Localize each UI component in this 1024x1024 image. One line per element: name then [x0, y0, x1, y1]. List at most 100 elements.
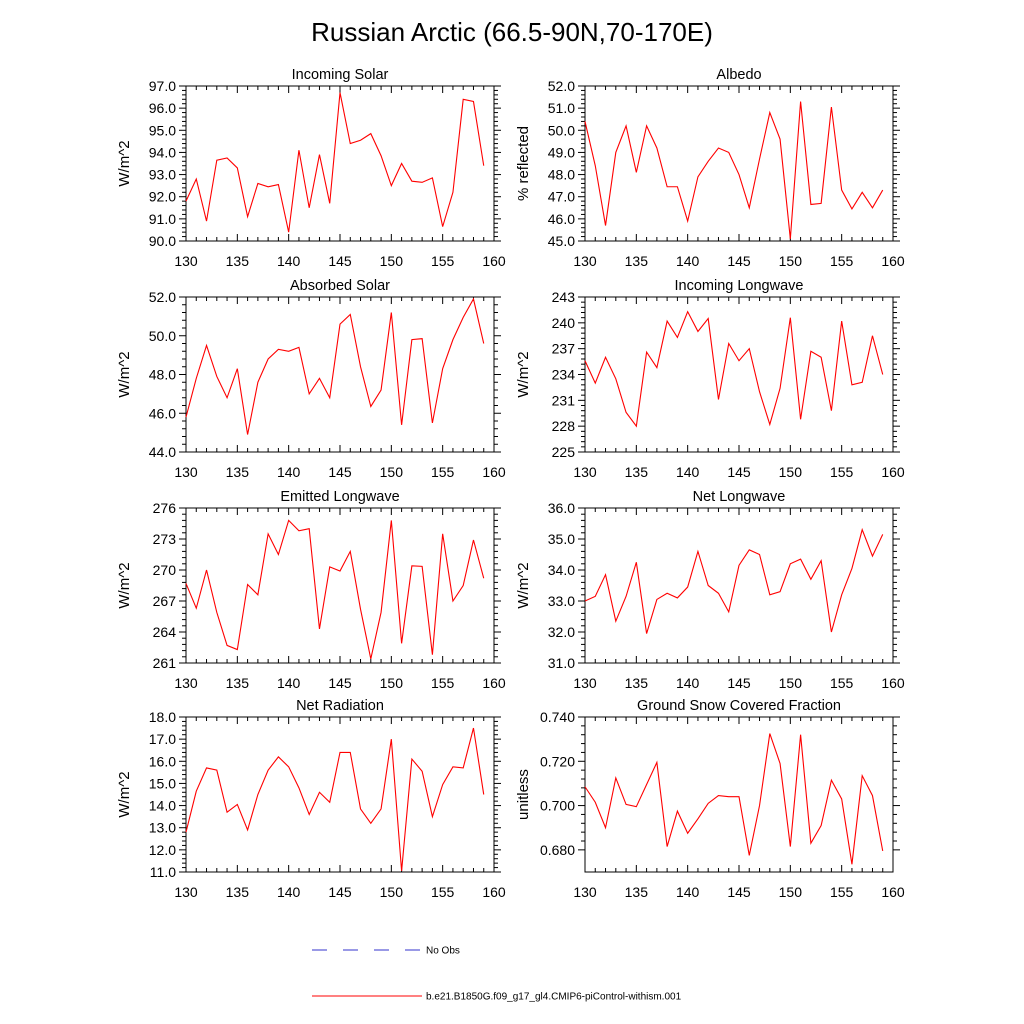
y-axis-label: unitless [515, 769, 532, 820]
y-tick-label: 50.0 [548, 122, 575, 138]
series-line [584, 310, 884, 428]
y-tick-label: 35.0 [548, 531, 575, 547]
x-tick-label: 130 [174, 675, 198, 691]
legend-label: b.e21.B1850G.f09_g17_gl4.CMIP6-piControl… [426, 992, 682, 1003]
y-tick-label: 18.0 [149, 709, 176, 725]
y-tick-label: 36.0 [548, 500, 575, 516]
x-tick-label: 150 [380, 464, 404, 480]
x-tick-label: 160 [881, 675, 905, 691]
y-tick-label: 0.740 [540, 709, 575, 725]
series-line [185, 519, 485, 659]
y-tick-label: 237 [552, 341, 576, 357]
y-tick-label: 48.0 [149, 367, 176, 383]
y-tick-label: 267 [153, 593, 177, 609]
x-tick-label: 130 [174, 253, 198, 269]
y-tick-label: 47.0 [548, 189, 575, 205]
plot-frame [584, 296, 894, 453]
y-tick-label: 13.0 [149, 820, 176, 836]
y-axis-label: W/m^2 [116, 140, 133, 186]
panel-title: Incoming Longwave [675, 278, 804, 294]
x-tick-label: 130 [573, 464, 597, 480]
y-tick-label: 240 [552, 315, 576, 331]
x-tick-label: 140 [277, 464, 301, 480]
x-tick-label: 145 [328, 884, 352, 900]
x-tick-label: 160 [482, 253, 506, 269]
x-tick-label: 135 [226, 675, 250, 691]
figure-title: Russian Arctic (66.5-90N,70-170E) [311, 17, 713, 47]
x-tick-label: 145 [727, 884, 751, 900]
x-tick-label: 130 [174, 884, 198, 900]
y-tick-label: 48.0 [548, 167, 575, 183]
x-tick-label: 135 [226, 253, 250, 269]
x-tick-label: 140 [676, 464, 700, 480]
panel-title: Emitted Longwave [280, 489, 399, 505]
y-tick-label: 15.0 [149, 775, 176, 791]
y-axis-label: W/m^2 [116, 562, 133, 608]
y-tick-label: 97.0 [149, 78, 176, 94]
panel-net-radiation: Net Radiation W/m^2 130 135 140 145 150 155 160 1… [116, 698, 506, 900]
x-tick-label: 145 [727, 464, 751, 480]
legend-item-model-run: b.e21.B1850G.f09_g17_gl4.CMIP6-piControl… [312, 992, 682, 1003]
x-tick-label: 145 [727, 675, 751, 691]
series-line [185, 297, 485, 435]
y-tick-label: 52.0 [149, 289, 176, 305]
panel-title: Net Radiation [296, 698, 384, 714]
plot-frame [185, 716, 495, 873]
panel-emitted-longwave: Emitted Longwave W/m^2 130 135 140 145 150 155 1… [116, 489, 506, 691]
panel-title: Incoming Solar [292, 67, 389, 83]
y-tick-label: 11.0 [150, 864, 176, 880]
y-tick-label: 96.0 [149, 100, 176, 116]
x-tick-label: 160 [482, 675, 506, 691]
y-tick-label: 16.0 [149, 753, 176, 769]
series-line [185, 92, 485, 233]
plot-frame [185, 296, 495, 453]
series-line [185, 727, 485, 871]
panel-title: Ground Snow Covered Fraction [637, 698, 841, 714]
y-tick-label: 0.680 [540, 842, 575, 858]
plot-frame [584, 507, 894, 664]
y-tick-label: 231 [552, 392, 576, 408]
y-tick-label: 234 [552, 367, 576, 383]
x-tick-label: 130 [573, 884, 597, 900]
y-axis-label: W/m^2 [116, 771, 133, 817]
y-tick-label: 92.0 [149, 189, 176, 205]
y-tick-label: 91.0 [149, 211, 176, 227]
x-tick-label: 130 [174, 464, 198, 480]
y-tick-label: 51.0 [548, 100, 575, 116]
panel-ground-snow-covered-fraction: Ground Snow Covered Fraction unitless 130 1… [515, 698, 905, 900]
x-tick-label: 155 [830, 675, 854, 691]
x-tick-label: 155 [830, 253, 854, 269]
x-tick-label: 150 [380, 253, 404, 269]
x-tick-label: 135 [625, 253, 649, 269]
x-tick-label: 155 [431, 675, 455, 691]
x-tick-label: 150 [779, 464, 803, 480]
y-tick-label: 0.720 [540, 753, 575, 769]
y-tick-label: 33.0 [548, 593, 575, 609]
y-tick-label: 228 [552, 418, 576, 434]
y-tick-label: 12.0 [149, 842, 176, 858]
legend-label: No Obs [426, 946, 460, 957]
y-tick-label: 34.0 [548, 562, 575, 578]
x-tick-label: 145 [328, 464, 352, 480]
plot-frame [584, 85, 894, 242]
x-tick-label: 135 [625, 464, 649, 480]
y-tick-label: 46.0 [149, 405, 176, 421]
x-tick-label: 160 [482, 464, 506, 480]
y-tick-label: 264 [153, 624, 177, 640]
y-tick-label: 17.0 [149, 731, 176, 747]
x-tick-label: 150 [779, 253, 803, 269]
panel-title: Albedo [716, 67, 761, 83]
y-tick-label: 261 [153, 655, 177, 671]
y-tick-label: 94.0 [149, 144, 176, 160]
x-tick-label: 155 [431, 884, 455, 900]
x-tick-label: 160 [881, 253, 905, 269]
x-tick-label: 140 [676, 884, 700, 900]
x-tick-label: 150 [779, 675, 803, 691]
x-tick-label: 140 [676, 675, 700, 691]
x-tick-label: 160 [482, 884, 506, 900]
y-tick-label: 273 [153, 531, 177, 547]
y-tick-label: 90.0 [149, 233, 176, 249]
y-tick-label: 93.0 [149, 167, 176, 183]
y-tick-label: 45.0 [548, 233, 575, 249]
